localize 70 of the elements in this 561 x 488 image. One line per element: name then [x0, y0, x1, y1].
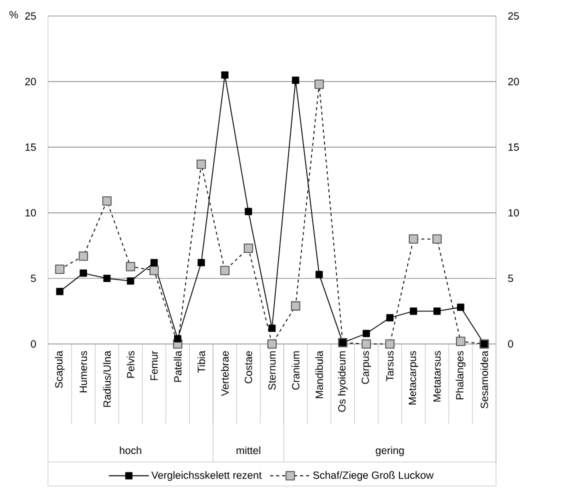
x-tick-label: Tarsus: [386, 351, 394, 382]
y2-tick-label: 15: [508, 144, 519, 151]
point: [103, 274, 111, 282]
point: [385, 339, 395, 349]
point: [410, 308, 418, 315]
legend-label: Vergleichsskelett rezent: [151, 471, 262, 481]
point: [290, 301, 300, 311]
y2-tick-label: 0: [508, 340, 514, 348]
x-tick-label: Metatarsus: [433, 351, 441, 402]
text: mittel: [236, 446, 260, 454]
y-tick-label: 20: [25, 78, 36, 86]
point: [174, 335, 182, 342]
x-tick-label: Pelvis: [126, 351, 134, 378]
point: [150, 259, 158, 266]
point: [198, 259, 205, 266]
y2-tick-label: 5: [508, 274, 514, 282]
x-tick-label: Femur: [150, 350, 158, 380]
point: [56, 288, 64, 296]
text: gering: [376, 446, 404, 456]
y2-tick-label: 10: [508, 209, 519, 216]
x-tick-label: Os hyoideum: [338, 351, 348, 412]
x-tick-label: Radius/Ulna: [103, 350, 111, 407]
point: [456, 336, 466, 346]
point: [433, 308, 441, 315]
x-tick-label: Scapula: [54, 350, 65, 388]
point: [126, 277, 134, 285]
y2-tick-label: 20: [508, 78, 519, 86]
point: [432, 234, 442, 244]
point: [102, 196, 112, 206]
point: [221, 71, 228, 79]
x-tick-label: Sesamoidea: [480, 350, 488, 408]
point: [362, 339, 371, 349]
point: [457, 304, 464, 311]
point: [408, 234, 418, 244]
x-tick-label: Metacarpus: [408, 351, 418, 404]
x-tick-label: Carpus: [362, 351, 372, 384]
x-tick-label: Phalanges: [456, 351, 466, 400]
y-tick-label: 0: [30, 340, 36, 348]
point: [316, 270, 323, 278]
point: [80, 270, 88, 277]
y-tick-label: 10: [25, 209, 36, 216]
x-tick-label: Patella: [174, 350, 182, 382]
y-tick-label: 25: [25, 12, 36, 20]
point: [314, 80, 324, 89]
text: hoch: [120, 446, 142, 454]
point: [196, 160, 206, 169]
y-tick-label: 15: [25, 144, 36, 151]
point: [244, 244, 254, 253]
x-tick-label: Tibia: [197, 350, 206, 373]
point: [267, 339, 277, 349]
legend-label: Schaf/Ziege Groß Luckow: [313, 471, 434, 481]
point: [55, 264, 64, 274]
x-tick-label: Mandibula: [315, 350, 324, 398]
x-tick-label: Cranium: [292, 351, 300, 390]
point: [386, 314, 394, 322]
y2-tick-label: 25: [508, 12, 519, 20]
point: [149, 266, 159, 276]
y-tick-label: 5: [30, 274, 36, 282]
point: [220, 266, 230, 276]
point: [126, 262, 136, 272]
point: [292, 76, 300, 84]
point: [362, 330, 370, 338]
point: [78, 251, 88, 261]
point: [244, 208, 252, 216]
x-tick-label: Humerus: [80, 351, 88, 392]
x-tick-label: Sternum: [268, 351, 276, 390]
x-tick-label: Costae: [244, 351, 252, 384]
y-axis-title: %: [9, 10, 18, 18]
x-tick-label: Vertebrae: [221, 351, 229, 396]
point: [268, 324, 276, 332]
